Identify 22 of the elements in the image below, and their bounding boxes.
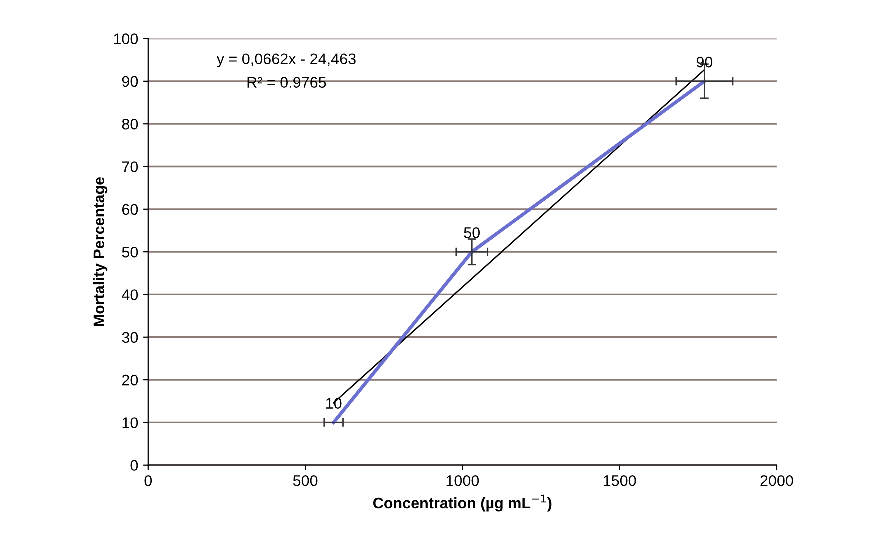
- y-tick-label: 10: [122, 418, 138, 428]
- annotation: R² = 0.9765: [248, 77, 326, 88]
- x-axis-title: Concentration (µg mL$^{−1}$): [373, 494, 552, 512]
- annotation: y = 0,0662x - 24,463: [216, 54, 356, 68]
- y-tick-label: 30: [122, 332, 138, 344]
- y-tick-label: 40: [122, 290, 138, 300]
- y-tick-label: 100: [114, 34, 138, 44]
- y-tick-label: 50: [122, 246, 138, 258]
- y-tick-label: 0: [130, 460, 138, 472]
- y-axis-title: Mortality Percentage: [93, 177, 108, 326]
- y-tick-label: 90: [122, 76, 138, 88]
- data-label: 50: [464, 228, 480, 238]
- y-tick-label: 20: [122, 374, 138, 386]
- x-tick-label: 0: [144, 475, 152, 486]
- data-label: 90: [696, 56, 713, 68]
- y-tick-label: 70: [122, 162, 138, 172]
- x-tick-label: 2000: [760, 475, 794, 486]
- x-tick-label: 500: [293, 475, 318, 486]
- y-tick-label: 60: [122, 204, 138, 216]
- y-tick-label: 80: [122, 118, 138, 130]
- x-tick-label: 1500: [604, 475, 636, 486]
- x-tick-label: 1000: [446, 475, 480, 486]
